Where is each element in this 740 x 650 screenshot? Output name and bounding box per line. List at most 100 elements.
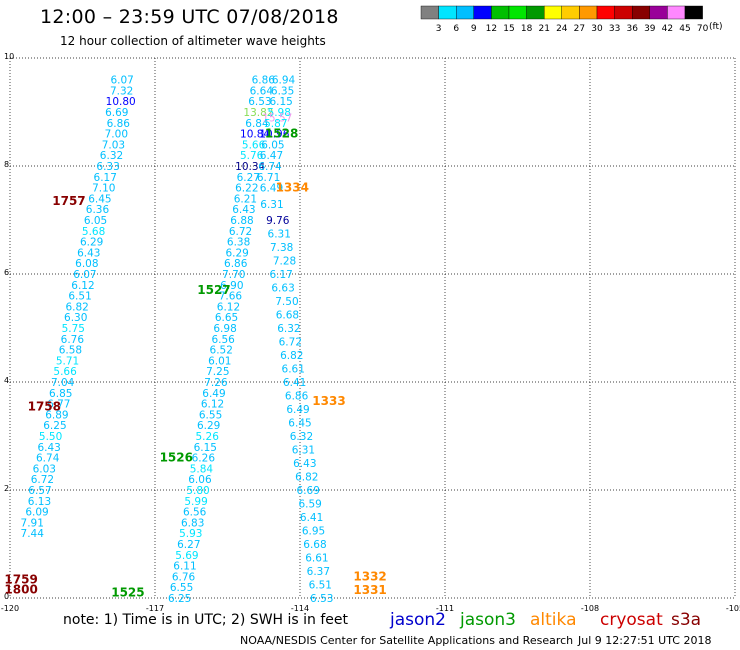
color-swatch xyxy=(438,5,457,20)
x-tick-label: -120 xyxy=(1,604,19,613)
swh-value: 5.66 xyxy=(242,139,266,151)
swh-value: 6.45 xyxy=(88,193,111,205)
note-text: note: 1) Time is in UTC; 2) SWH is in fe… xyxy=(63,612,349,628)
swh-value: 6.07 xyxy=(110,75,133,87)
swh-value: 6.05 xyxy=(84,215,107,227)
swh-value: 5.76 xyxy=(240,150,264,162)
swh-value: 6.69 xyxy=(297,485,320,497)
color-scale-unit: (ft) xyxy=(709,22,723,32)
swh-value: 7.25 xyxy=(206,366,229,378)
color-swatch xyxy=(544,5,563,20)
color-scale-tick: 30 xyxy=(591,24,603,34)
swh-value: 6.98 xyxy=(213,323,236,335)
swh-value: 6.65 xyxy=(215,312,238,324)
y-tick-label: 10 xyxy=(4,52,14,61)
swh-value: 6.53 xyxy=(248,96,271,108)
swh-value: 6.63 xyxy=(271,283,294,295)
swh-value: 6.27 xyxy=(177,539,200,551)
swh-value: 6.31 xyxy=(268,229,291,241)
swh-value: 6.69 xyxy=(105,107,128,119)
swh-value: 6.86 xyxy=(107,118,131,130)
color-swatch xyxy=(561,5,580,20)
swh-value: 5.26 xyxy=(196,431,220,443)
pass-number-label: 1759 xyxy=(4,573,37,587)
swh-value: 6.72 xyxy=(31,474,54,486)
swh-value: 6.21 xyxy=(234,193,257,205)
color-swatch xyxy=(526,5,545,20)
generated-timestamp: Jul 9 12:27:51 UTC 2018 xyxy=(578,634,712,647)
color-swatch xyxy=(579,5,598,20)
swh-value: 6.49 xyxy=(286,404,309,416)
swh-value: 6.56 xyxy=(211,334,235,346)
legend-jason2: jason2 xyxy=(390,610,446,630)
swh-value: 6.49 xyxy=(202,388,225,400)
swh-value: 6.26 xyxy=(192,453,216,465)
swh-value: 6.59 xyxy=(298,499,321,511)
swh-value: 5.93 xyxy=(179,528,202,540)
color-scale-tick: 3 xyxy=(436,24,442,34)
color-swatch xyxy=(456,5,475,20)
swh-value: 6.11 xyxy=(173,561,196,573)
pass-number-label: 1525 xyxy=(111,586,144,600)
swh-value: 6.61 xyxy=(282,364,305,376)
x-tick-label: -108 xyxy=(581,604,599,613)
x-tick-label: -105 xyxy=(726,604,740,613)
page-title: 12:00 – 23:59 UTC 07/08/2018 xyxy=(40,6,339,28)
swh-value: 7.04 xyxy=(51,377,75,389)
color-swatch xyxy=(491,5,510,20)
swh-value: 7.32 xyxy=(110,85,133,97)
swh-value: 6.25 xyxy=(43,420,66,432)
color-scale-tick: 33 xyxy=(609,24,620,34)
swh-value: 5.80 xyxy=(186,485,209,497)
swh-value: 6.29 xyxy=(225,247,248,259)
swh-value: 6.33 xyxy=(96,161,119,173)
swh-value: 5.69 xyxy=(175,550,198,562)
color-scale-tick: 27 xyxy=(574,24,585,34)
color-scale-tick: 12 xyxy=(486,24,497,34)
swh-value: 7.26 xyxy=(204,377,228,389)
pass-number-label: 1800 xyxy=(4,582,37,596)
swh-value: 6.49 xyxy=(260,183,283,195)
swh-value: 6.43 xyxy=(77,247,100,259)
swh-value: 6.55 xyxy=(170,582,193,594)
swh-value: 6.57 xyxy=(28,485,51,497)
swh-value: 6.72 xyxy=(229,226,252,238)
pass-number-label: 1526 xyxy=(160,451,193,465)
legend-jason3: jason3 xyxy=(460,610,516,630)
color-scale-tick: 15 xyxy=(503,24,514,34)
pass-number-label: 1334 xyxy=(276,181,309,195)
swh-value: 6.58 xyxy=(59,345,82,357)
swh-value: 6.55 xyxy=(199,409,222,421)
swh-value: 6.01 xyxy=(208,355,231,367)
swh-value: 6.83 xyxy=(181,517,204,529)
swh-value: 6.82 xyxy=(65,301,88,313)
color-swatch xyxy=(632,5,651,20)
x-tick-label: -111 xyxy=(436,604,454,613)
swh-value: 6.52 xyxy=(210,345,233,357)
color-scale-tick: 45 xyxy=(679,24,690,34)
y-tick-label: 0 xyxy=(4,592,9,601)
swh-value: 6.76 xyxy=(172,571,196,583)
swh-value: 7.91 xyxy=(21,517,44,529)
swh-value: 6.09 xyxy=(25,507,48,519)
swh-value: 6.64 xyxy=(250,85,274,97)
swh-value: 6.36 xyxy=(86,204,110,216)
color-scale-tick: 39 xyxy=(644,24,656,34)
swh-value: 6.41 xyxy=(300,512,323,524)
swh-value: 6.61 xyxy=(305,553,328,565)
wave-height-tracks: 6.077.3210.806.696.867.007.036.326.336.1… xyxy=(21,75,334,605)
swh-value: 5.87 xyxy=(264,118,287,130)
swh-value: 13.82 xyxy=(243,107,273,119)
swh-value: 6.07 xyxy=(73,269,96,281)
swh-value: 6.13 xyxy=(28,496,51,508)
y-tick-label: 2 xyxy=(4,484,9,493)
swh-value: 6.72 xyxy=(279,337,302,349)
swh-value: 6.15 xyxy=(194,442,217,454)
color-scale-tick: 70 xyxy=(697,24,709,34)
swh-value: 7.00 xyxy=(105,129,128,141)
pass-number-label: 1527 xyxy=(197,283,230,297)
x-tick-label: -117 xyxy=(146,604,164,613)
swh-value: 6.17 xyxy=(94,172,117,184)
color-scale-tick: 42 xyxy=(662,24,673,34)
